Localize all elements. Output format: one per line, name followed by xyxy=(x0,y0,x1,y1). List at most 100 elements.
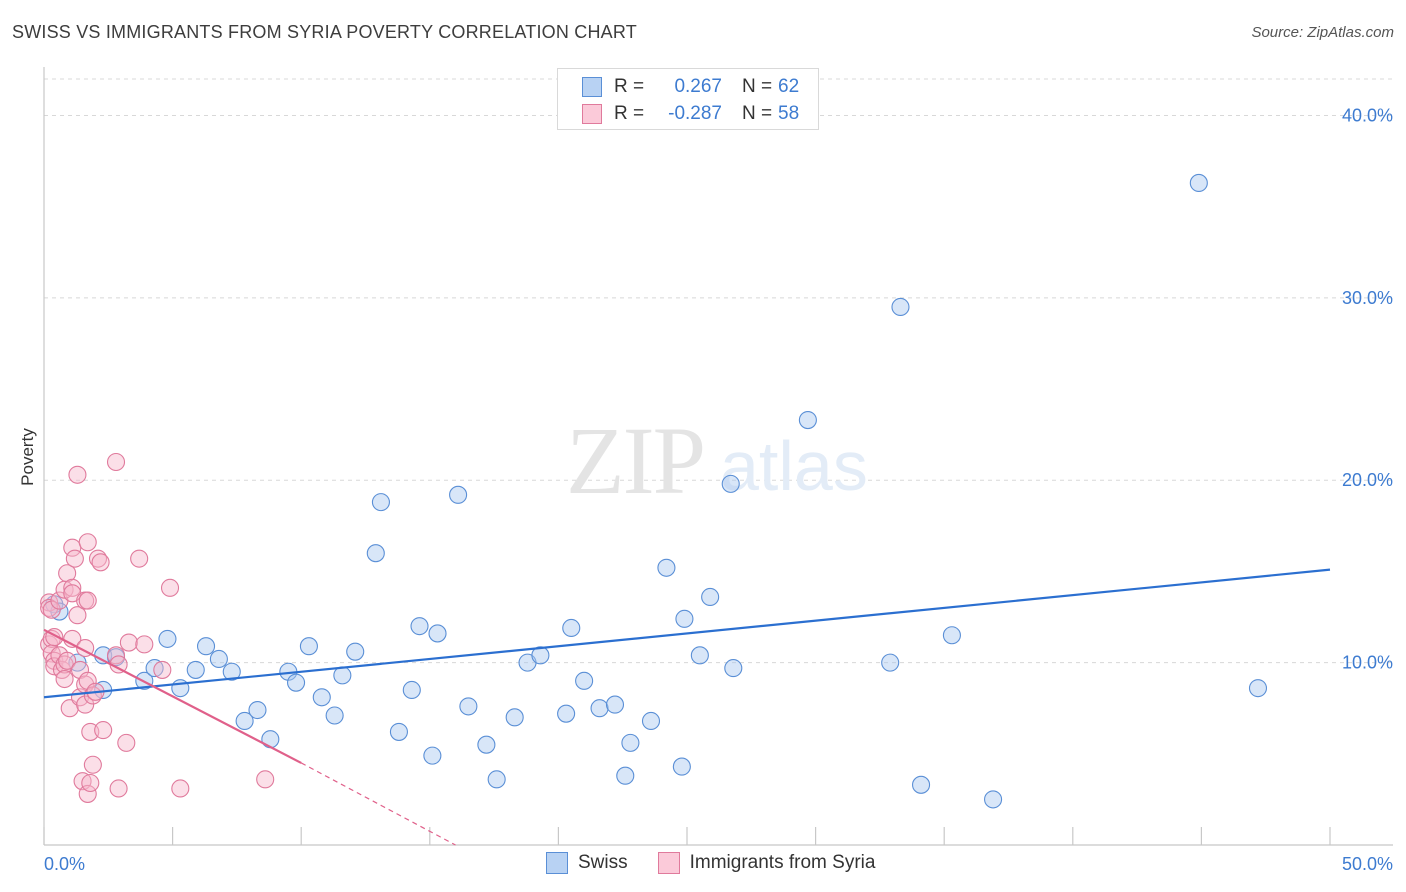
swiss-point xyxy=(428,624,447,643)
swiss-point xyxy=(912,775,931,794)
legend-item-syria: Immigrants from Syria xyxy=(657,852,876,874)
swiss-point xyxy=(50,602,69,621)
syria-point xyxy=(94,721,113,740)
x-tick-label-max: 50.0% xyxy=(1342,854,1393,874)
swiss-point xyxy=(721,474,740,493)
swiss-point xyxy=(641,711,661,731)
swiss-point xyxy=(1189,173,1208,193)
swiss-point xyxy=(248,700,267,720)
syria-point xyxy=(65,549,84,568)
grid-layer: 10.0% 20.0% 30.0% 40.0% xyxy=(44,78,1393,673)
syria-point xyxy=(106,452,126,472)
swiss-point xyxy=(186,660,205,679)
swiss-point xyxy=(312,688,331,707)
watermark: ZIP atlas xyxy=(566,407,868,514)
swiss-point xyxy=(287,673,306,692)
watermark-atlas: atlas xyxy=(720,427,868,505)
correlation-legend: R = 0.267 N = 62 R = -0.287 N = 58 xyxy=(557,68,819,130)
syria-point xyxy=(68,606,87,625)
legend-n-label: N = xyxy=(742,76,773,97)
swiss-point xyxy=(459,697,478,716)
swiss-point xyxy=(423,746,442,765)
syria-point xyxy=(109,779,128,798)
chart-source: Source: ZipAtlas.com xyxy=(1251,24,1394,41)
syria-point xyxy=(78,591,97,610)
syria-point xyxy=(81,773,100,793)
legend-r-value: 0.267 xyxy=(674,76,722,97)
swiss-point xyxy=(477,735,496,754)
y-axis-label: Poverty xyxy=(18,428,37,486)
swiss-point xyxy=(366,544,385,563)
swiss-point xyxy=(557,704,576,723)
swiss-point xyxy=(984,790,1003,809)
syria-point xyxy=(58,651,77,670)
swiss-point xyxy=(590,699,609,718)
swiss-point xyxy=(672,757,691,776)
legend-r-label: R = xyxy=(614,76,645,97)
swiss-point xyxy=(1248,679,1268,698)
syria-point xyxy=(45,651,64,670)
legend-n-value: 62 xyxy=(778,76,800,97)
swiss-point xyxy=(657,558,676,577)
swiss-legend-label: Swiss xyxy=(578,852,628,873)
y-tick-label: 10.0% xyxy=(1342,653,1393,673)
syria-point xyxy=(63,578,82,597)
swiss-point xyxy=(325,706,344,725)
syria-trend-extension xyxy=(300,762,456,846)
syria-point xyxy=(55,669,74,689)
swiss-point xyxy=(145,659,164,678)
swiss-point xyxy=(209,649,228,669)
swiss-point xyxy=(616,766,635,785)
syria-point xyxy=(68,465,87,484)
trend-layer xyxy=(43,568,1331,846)
swiss-point xyxy=(222,662,241,681)
syria-point xyxy=(83,755,102,774)
syria-legend-swatch xyxy=(657,852,680,874)
swiss-point xyxy=(690,646,709,665)
swiss-point xyxy=(724,659,743,678)
syria-legend-label: Immigrants from Syria xyxy=(689,852,876,873)
swiss-points xyxy=(45,173,1268,809)
swiss-point xyxy=(371,493,390,512)
swiss-point xyxy=(261,730,280,749)
swiss-point xyxy=(942,626,961,645)
legend-r-label: R = xyxy=(614,103,645,124)
syria-point xyxy=(153,660,172,679)
chart-title: SWISS VS IMMIGRANTS FROM SYRIA POVERTY C… xyxy=(12,22,637,42)
x-tick-label-min: 0.0% xyxy=(44,854,85,874)
swiss-legend-swatch xyxy=(546,852,568,874)
swiss-point xyxy=(621,733,640,752)
legend-n-value: 58 xyxy=(778,103,800,124)
swiss-point xyxy=(891,297,910,317)
axis-layer xyxy=(43,67,1393,846)
swiss-point xyxy=(158,629,177,648)
swiss-point xyxy=(402,680,421,700)
syria-point xyxy=(117,733,136,752)
swiss-point xyxy=(333,666,352,685)
swiss-point xyxy=(575,671,594,690)
syria-point xyxy=(119,633,138,652)
syria-point xyxy=(91,553,110,572)
swiss-point xyxy=(562,618,581,638)
series-legend: Swiss Immigrants from Syria xyxy=(546,852,905,874)
y-tick-label: 20.0% xyxy=(1342,470,1393,490)
swiss-trend-line xyxy=(43,568,1331,699)
syria-point xyxy=(171,779,190,798)
legend-row-swiss: R = 0.267 N = 62 xyxy=(582,75,799,99)
legend-r-value: -0.287 xyxy=(668,103,722,124)
swiss-point xyxy=(449,485,468,504)
syria-swatch xyxy=(582,104,602,124)
swiss-point xyxy=(410,617,429,636)
y-tick-label: 30.0% xyxy=(1342,288,1393,308)
swiss-point xyxy=(701,587,720,607)
swiss-point xyxy=(487,770,506,789)
legend-row-syria: R = -0.287 N = 58 xyxy=(582,102,799,126)
swiss-point xyxy=(299,637,318,656)
swiss-point xyxy=(675,609,694,628)
watermark-zip: ZIP xyxy=(566,407,704,514)
syria-point xyxy=(256,770,275,789)
swiss-point xyxy=(881,653,900,672)
swiss-point xyxy=(389,722,408,741)
swiss-point xyxy=(798,411,817,430)
